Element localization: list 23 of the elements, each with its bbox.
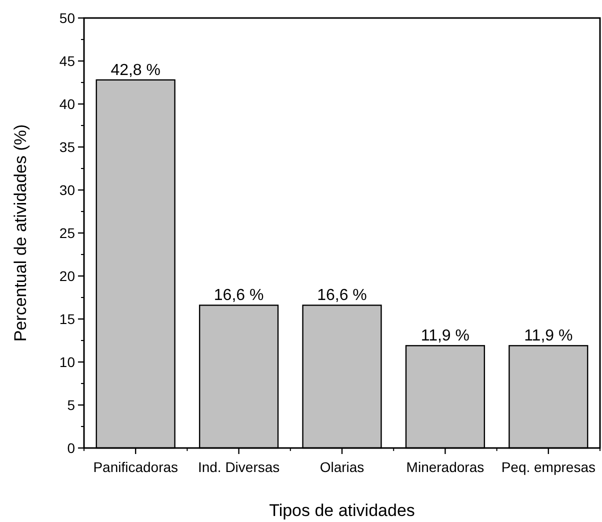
y-tick-label: 35 [59, 138, 76, 155]
y-axis-title: Percentual de atividades (%) [11, 124, 30, 342]
x-tick-label: Olarias [320, 459, 364, 475]
y-tick-label: 25 [59, 224, 76, 241]
data-label: 11,9 % [420, 328, 470, 345]
data-label: 16,6 % [317, 287, 367, 304]
x-axis-title: Tipos de atividades [269, 501, 415, 520]
y-tick-label: 50 [59, 10, 76, 26]
y-tick-label: 30 [59, 182, 76, 198]
x-tick-label: Ind. Diversas [198, 459, 280, 475]
x-tick-label: Mineradoras [406, 459, 484, 475]
y-tick-label: 0 [67, 440, 76, 456]
y-tick-label: 20 [59, 268, 76, 284]
y-tick-label: 40 [59, 96, 76, 112]
y-tick-label: 15 [59, 310, 76, 327]
x-tick-label: Peq. empresas [501, 459, 596, 475]
y-tick-label: 45 [59, 52, 76, 69]
x-tick-label: Panificadoras [93, 459, 178, 475]
y-tick-label: 10 [59, 354, 76, 370]
y-tick-label: 5 [67, 396, 76, 413]
data-label: 42,8 % [110, 62, 161, 79]
data-label: 16,6 % [214, 287, 264, 304]
data-label: 11,9 % [524, 328, 573, 345]
